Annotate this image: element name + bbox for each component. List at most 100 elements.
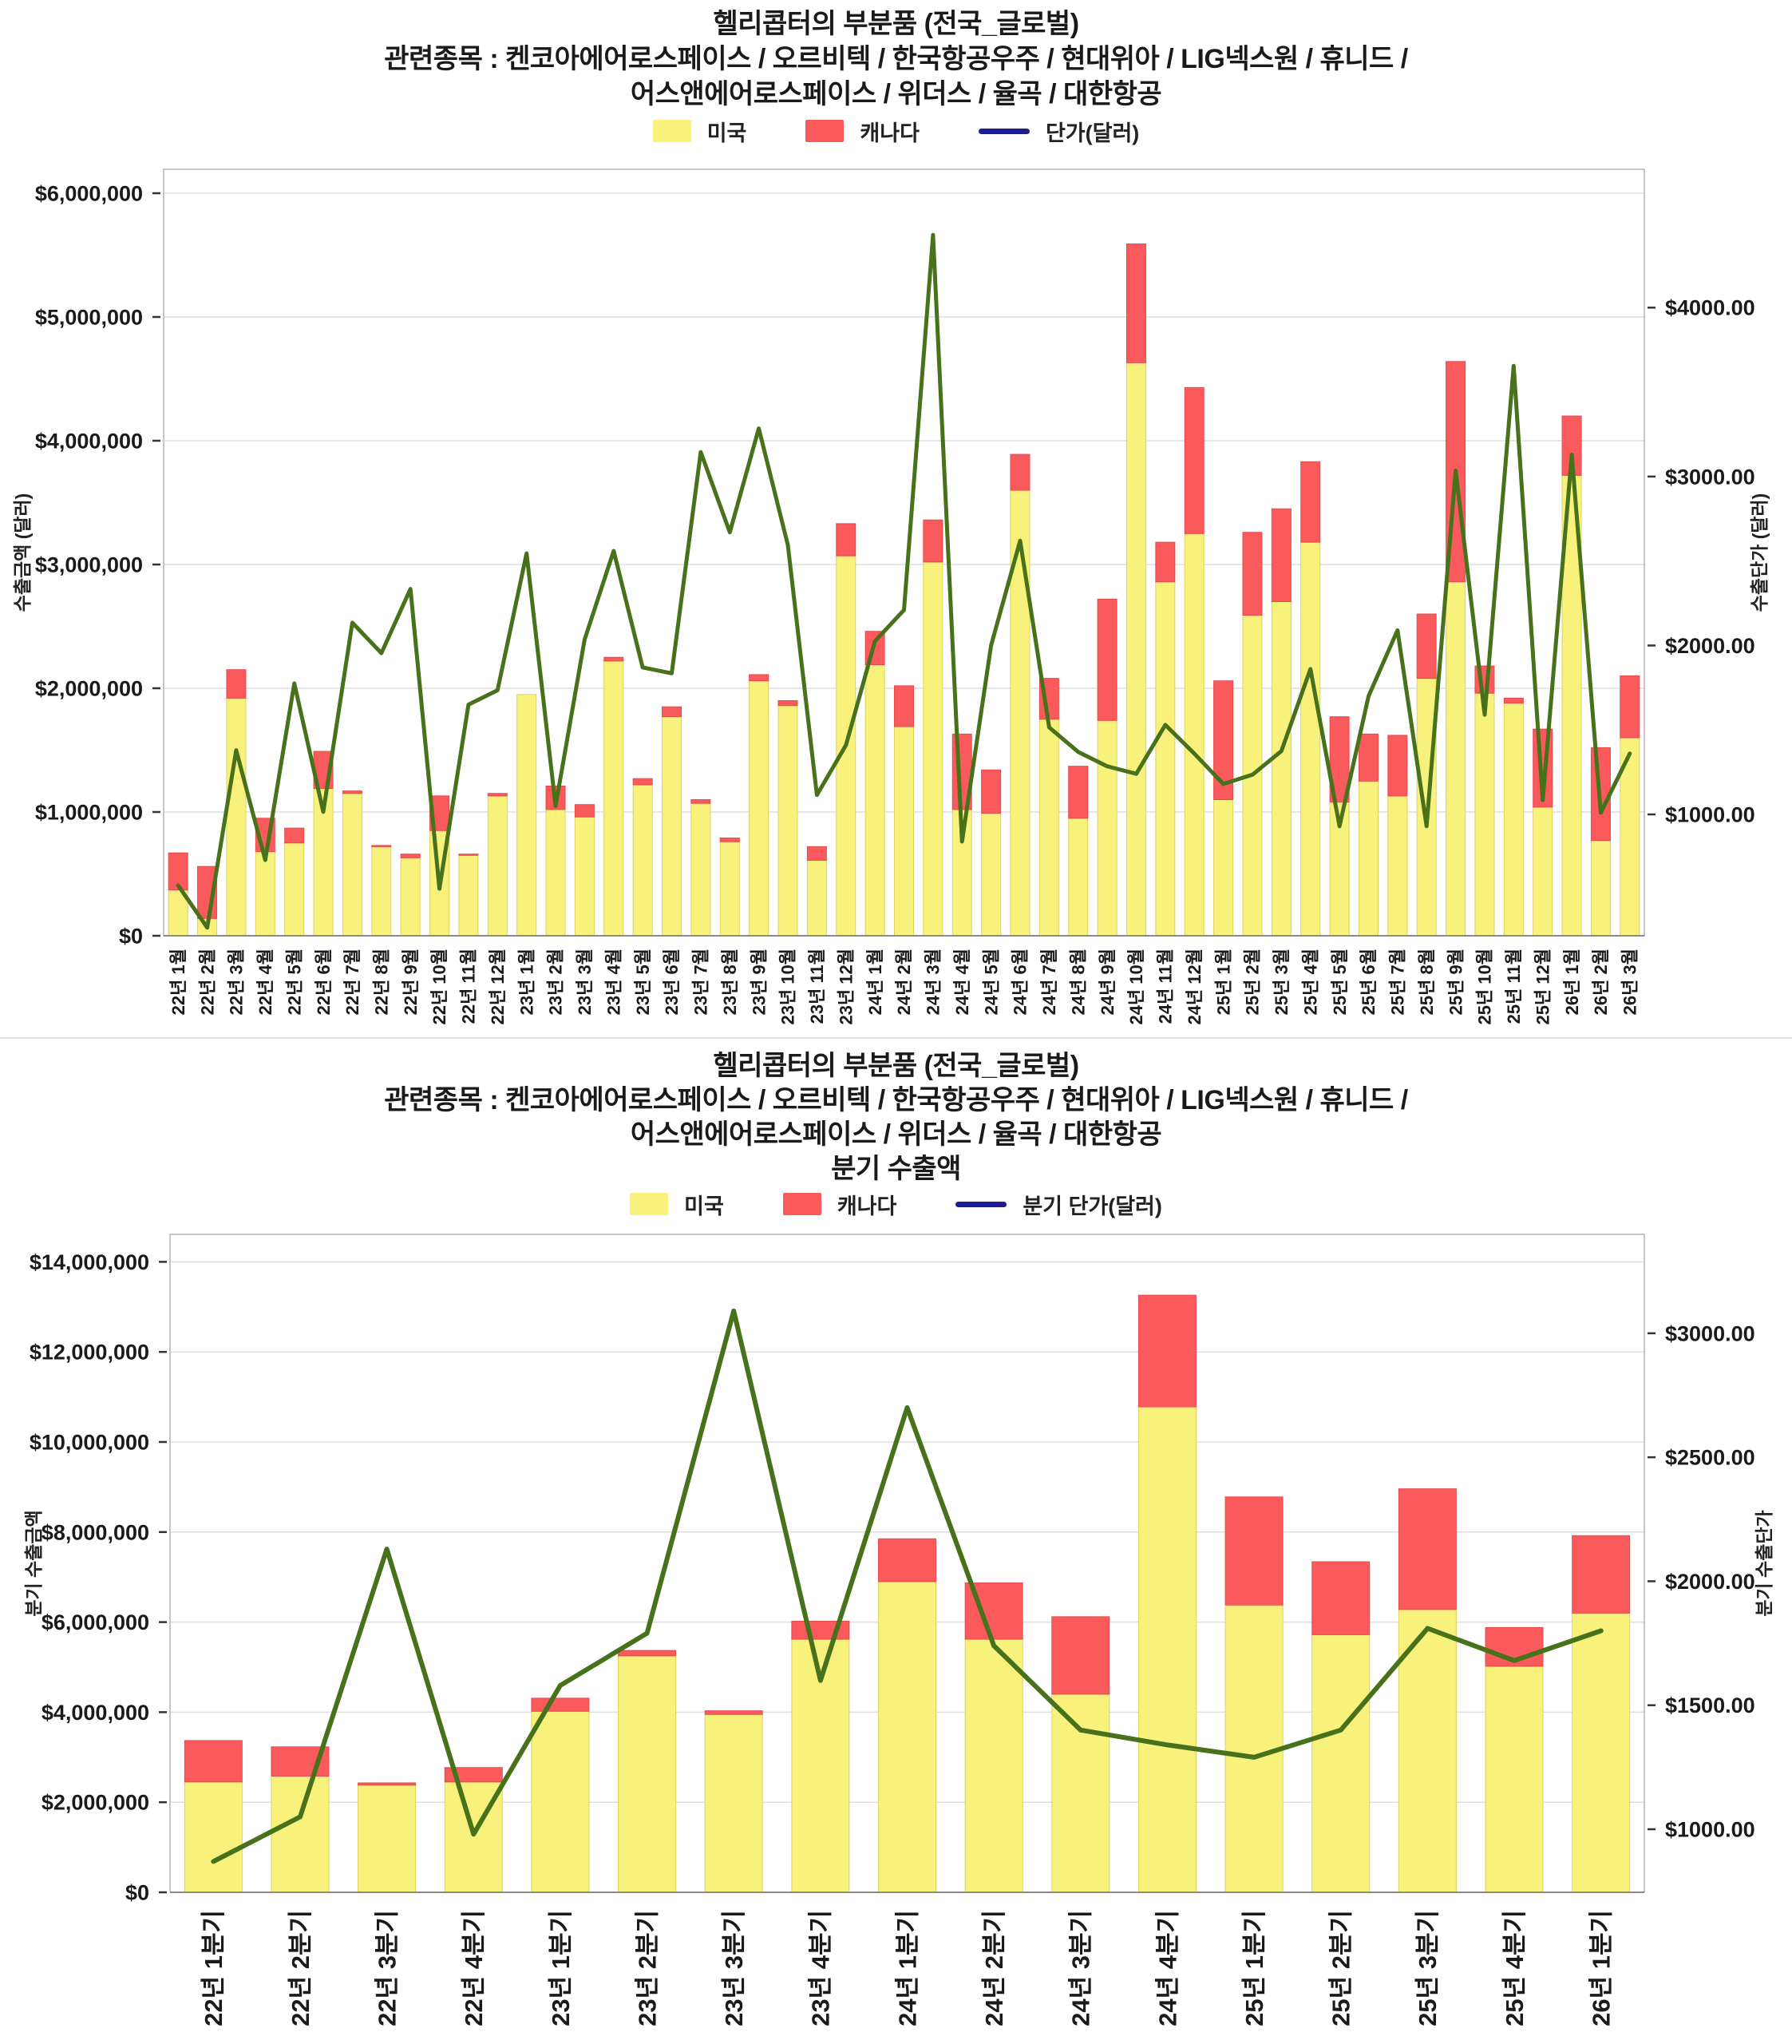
canada-bar bbox=[1416, 613, 1437, 679]
x-axis-label: 22년 7월 bbox=[342, 949, 362, 1015]
unit-price-line-swatch bbox=[955, 1201, 1007, 1207]
quarterly-chart-legend: 미국 캐나다 분기 단가(달러) bbox=[0, 1190, 1792, 1218]
y-right-tick-label: $1000.00 bbox=[1665, 802, 1755, 826]
canada-bar bbox=[1311, 1561, 1371, 1635]
x-axis-label: 23년 1분기 bbox=[547, 1910, 575, 2026]
us-bar bbox=[1398, 1609, 1457, 1893]
us-bar bbox=[400, 857, 421, 937]
canada-bar bbox=[1125, 244, 1146, 363]
y-right-tick-label: $2500.00 bbox=[1665, 1446, 1755, 1470]
unit-price-line bbox=[176, 232, 1632, 930]
us-bar bbox=[894, 726, 914, 937]
x-axis-labels: 22년 1월 22년 2월 22년 3월 22년 4월 22년 5월 22년 6월 22년 … bbox=[168, 949, 1640, 1025]
canada-bar bbox=[1620, 675, 1640, 739]
canada-bar bbox=[981, 769, 1002, 814]
us-bar-swatch bbox=[652, 120, 691, 142]
us-bar bbox=[1184, 533, 1205, 937]
x-axis-label: 25년 10월 bbox=[1475, 949, 1495, 1025]
x-axis-label: 23년 2분기 bbox=[633, 1910, 661, 2026]
x-axis-label: 24년 1분기 bbox=[893, 1910, 921, 2026]
canada-bar bbox=[400, 854, 421, 858]
unit-price-line-swatch bbox=[978, 128, 1030, 134]
canada-bar bbox=[836, 523, 856, 557]
us-bar bbox=[1503, 703, 1524, 937]
y-right-axis-title: 수출단가 (달러) bbox=[1749, 493, 1770, 612]
x-axis-label: 22년 3분기 bbox=[373, 1910, 401, 2026]
canada-bar bbox=[1271, 508, 1292, 602]
canada-bar bbox=[184, 1740, 243, 1783]
y-left-tick-label: $1,000,000 bbox=[35, 800, 143, 824]
x-axis-label: 23년 6월 bbox=[662, 949, 682, 1015]
y-left-tick-label: $8,000,000 bbox=[42, 1520, 149, 1544]
x-axis-labels: 22년 1분기 22년 2분기 22년 3분기 22년 4분기 23년 1분기 23년 2… bbox=[200, 1910, 1615, 2026]
x-axis-label: 23년 8월 bbox=[720, 949, 740, 1015]
x-axis-label: 26년 1월 bbox=[1562, 949, 1582, 1015]
canada-bar bbox=[1398, 1488, 1457, 1610]
x-axis-label: 22년 6월 bbox=[314, 949, 334, 1015]
us-bar bbox=[1358, 780, 1379, 937]
canada-bar bbox=[284, 827, 305, 844]
x-axis-label: 22년 5월 bbox=[284, 949, 304, 1015]
legend-label: 캐나다 bbox=[860, 121, 920, 145]
us-bar bbox=[864, 664, 885, 937]
x-axis-label: 24년 4분기 bbox=[1153, 1910, 1181, 2026]
us-bar bbox=[342, 793, 362, 937]
us-bar bbox=[1137, 1406, 1197, 1893]
canada-bar bbox=[531, 1697, 590, 1712]
us-bar bbox=[1125, 362, 1146, 937]
canada-bar bbox=[690, 799, 711, 804]
canada-bar bbox=[1300, 461, 1321, 543]
y-left-tick-label: $12,000,000 bbox=[30, 1341, 149, 1365]
canada-bar bbox=[1358, 733, 1379, 782]
us-bar bbox=[487, 795, 508, 937]
y-left-tick-label: $5,000,000 bbox=[35, 305, 143, 329]
x-axis-label: 25년 8월 bbox=[1417, 949, 1437, 1015]
x-axis-label: 22년 12월 bbox=[488, 949, 508, 1025]
canada-bar bbox=[1097, 598, 1118, 721]
canada-bar bbox=[487, 793, 508, 797]
us-bar-swatch bbox=[630, 1193, 669, 1215]
canada-bar bbox=[1224, 1496, 1284, 1606]
y-left-tick-label: $14,000,000 bbox=[30, 1250, 149, 1274]
x-axis-label: 22년 1분기 bbox=[200, 1910, 227, 2026]
x-axis-label: 25년 3월 bbox=[1272, 949, 1292, 1015]
canada-bar bbox=[719, 838, 740, 842]
us-bar bbox=[271, 1775, 330, 1893]
canada-bar bbox=[603, 656, 624, 662]
y-left-tick-label: $6,000,000 bbox=[42, 1610, 149, 1634]
us-bar bbox=[632, 784, 653, 937]
section-divider bbox=[0, 1037, 1792, 1039]
canada-bar bbox=[923, 519, 943, 563]
legend-item-canada: 캐나다 bbox=[805, 116, 920, 147]
x-axis-label: 22년 1월 bbox=[168, 949, 188, 1015]
y-left-tick-label: $10,000,000 bbox=[30, 1430, 149, 1454]
y-right-axis: $1000.00 $1500.00 $2000.00 $2500.00 $3000.00 bbox=[1648, 1321, 1755, 1841]
legend-label: 단가(달러) bbox=[1045, 121, 1140, 145]
canada-bar bbox=[226, 669, 247, 699]
canada-bar bbox=[371, 845, 392, 847]
us-bar bbox=[1572, 1612, 1631, 1893]
us-bar bbox=[964, 1638, 1023, 1893]
y-right-axis: $1000.00 $2000.00 $3000.00 $4000.00 bbox=[1648, 296, 1755, 826]
x-axis-label: 25년 11월 bbox=[1504, 949, 1524, 1024]
x-axis-label: 23년 11월 bbox=[807, 949, 827, 1024]
x-axis-label: 22년 9월 bbox=[401, 949, 421, 1015]
x-axis-label: 23년 3월 bbox=[575, 949, 595, 1015]
x-axis-label: 23년 12월 bbox=[836, 949, 856, 1025]
x-axis-label: 26년 3월 bbox=[1620, 949, 1640, 1015]
x-axis-label: 22년 3월 bbox=[227, 949, 247, 1015]
x-axis-label: 23년 7월 bbox=[691, 949, 711, 1015]
y-right-tick-label: $4000.00 bbox=[1665, 296, 1755, 320]
x-axis-label: 26년 1분기 bbox=[1588, 1910, 1616, 2026]
us-bar bbox=[545, 809, 566, 937]
x-axis-label: 25년 2월 bbox=[1243, 949, 1263, 1015]
us-bar bbox=[878, 1581, 936, 1893]
us-bar bbox=[923, 561, 943, 937]
us-bar bbox=[777, 705, 798, 937]
y-left-tick-label: $2,000,000 bbox=[35, 676, 143, 700]
x-axis-label: 23년 2월 bbox=[546, 949, 566, 1015]
chart-subtitle-related-stocks: 관련종목 : 켄코아에어로스페이스 / 오르비텍 / 한국항공우주 / 현대위아… bbox=[384, 44, 1408, 74]
us-bar bbox=[184, 1781, 243, 1893]
canada-bar bbox=[1051, 1616, 1110, 1695]
